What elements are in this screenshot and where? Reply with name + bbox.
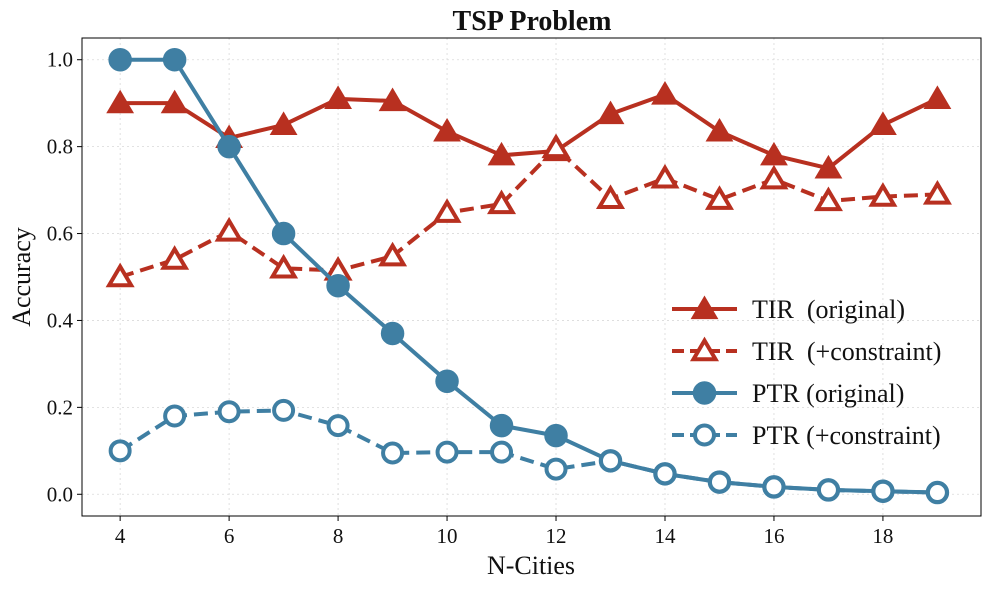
- y-tick-label: 0.2: [47, 395, 73, 419]
- series-line-tir-constraint: [119, 145, 938, 279]
- data-point-ptr-constraint: [871, 479, 895, 503]
- legend-label: TIR (original): [752, 295, 905, 324]
- data-point-ptr-constraint: [326, 414, 350, 438]
- data-point-tir-original: [324, 85, 352, 109]
- data-point-ptr-original: [489, 413, 514, 438]
- data-point-tir-constraint: [868, 182, 898, 207]
- data-point-tir-constraint: [759, 164, 789, 190]
- data-point-tir-original: [705, 117, 734, 142]
- data-point-tir-original: [923, 85, 952, 109]
- data-point-ptr-constraint: [217, 400, 241, 424]
- data-point-ptr-constraint: [490, 440, 514, 464]
- data-point-ptr-constraint: [925, 481, 949, 505]
- data-point-tir-constraint: [432, 198, 462, 223]
- series-tir-constraint: [105, 133, 952, 288]
- legend-label: TIR (+constraint): [752, 337, 941, 366]
- x-tick-label: 4: [115, 524, 126, 548]
- data-point-ptr-constraint: [707, 470, 731, 494]
- data-point-tir-constraint: [650, 163, 680, 189]
- data-point-ptr-original: [544, 423, 568, 448]
- data-point-ptr-constraint: [108, 439, 132, 463]
- x-tick-label: 16: [763, 524, 784, 548]
- x-tick-label: 8: [333, 524, 344, 548]
- data-point-tir-constraint: [105, 262, 135, 288]
- data-point-tir-original: [106, 89, 135, 114]
- data-point-ptr-original: [435, 369, 459, 394]
- data-point-ptr-original: [271, 221, 296, 246]
- data-point-ptr-constraint: [435, 440, 459, 464]
- data-point-tir-constraint: [269, 253, 299, 279]
- legend-marker: [692, 381, 717, 405]
- data-point-tir-original: [760, 141, 788, 166]
- data-point-ptr-original: [108, 47, 132, 72]
- data-point-ptr-constraint: [599, 449, 623, 473]
- y-tick-label: 0.6: [47, 222, 73, 246]
- series-layer: [105, 47, 952, 505]
- data-point-tir-constraint: [541, 133, 571, 159]
- data-point-ptr-constraint: [653, 462, 677, 486]
- chart-title: TSP Problem: [453, 6, 612, 37]
- data-point-tir-original: [378, 87, 407, 112]
- x-tick-label: 6: [224, 524, 235, 548]
- legend-label: PTR (+constraint): [752, 421, 941, 450]
- series-line-tir-original: [120, 92, 939, 171]
- x-tick-label: 12: [546, 524, 567, 548]
- data-point-tir-constraint: [214, 216, 244, 242]
- x-tick-label: 10: [437, 524, 458, 548]
- data-point-tir-constraint: [704, 185, 734, 210]
- data-point-ptr-constraint: [381, 441, 405, 465]
- data-point-ptr-original: [162, 47, 187, 72]
- data-point-tir-constraint: [487, 189, 517, 215]
- legend-label: PTR (original): [752, 379, 904, 408]
- data-point-tir-original: [814, 154, 843, 179]
- legend-marker: [693, 423, 716, 447]
- legend-entry-tir-original: TIR (original): [672, 295, 905, 324]
- data-point-tir-original: [160, 89, 189, 114]
- legend-entry-ptr-original: PTR (original): [672, 379, 904, 408]
- data-point-tir-constraint: [160, 245, 190, 270]
- y-tick-label: 1.0: [47, 48, 73, 72]
- data-point-ptr-constraint: [762, 475, 786, 499]
- legend: TIR (original) TIR (+constraint) PTR (orig…: [672, 295, 941, 450]
- data-point-ptr-constraint: [272, 398, 296, 422]
- y-axis-label: Accuracy: [7, 227, 36, 327]
- x-tick-label: 14: [654, 524, 676, 548]
- data-point-ptr-constraint: [816, 478, 840, 502]
- data-point-tir-original: [487, 141, 516, 166]
- data-point-tir-original: [869, 111, 897, 136]
- data-point-tir-original: [269, 111, 298, 136]
- data-point-tir-constraint: [595, 184, 626, 209]
- data-point-ptr-original: [326, 273, 350, 298]
- data-point-tir-original: [433, 117, 461, 142]
- x-axis-label: N-Cities: [487, 551, 575, 580]
- plot-frame: [81, 37, 982, 517]
- data-point-tir-constraint: [922, 179, 952, 205]
- series-line-ptr-constraint: [119, 408, 938, 495]
- data-point-ptr-constraint: [544, 457, 568, 481]
- data-point-ptr-original: [217, 134, 241, 159]
- y-tick-label: 0.0: [47, 482, 73, 506]
- axis-ticks: 4 6 8 10 12 14 16 18 0.0 0.2 0.4 0.6 0.8 1.0: [47, 48, 894, 548]
- data-point-tir-constraint: [813, 186, 843, 212]
- legend-entry-ptr-constraint: PTR (+constraint): [672, 421, 941, 450]
- y-tick-label: 0.8: [47, 135, 73, 159]
- series-tir-original: [106, 81, 952, 179]
- data-point-tir-original: [596, 100, 625, 125]
- data-point-ptr-original: [380, 321, 405, 346]
- legend-entry-tir-constraint: TIR (+constraint): [672, 336, 941, 366]
- data-point-ptr-constraint: [163, 404, 187, 428]
- series-ptr-constraint: [108, 398, 949, 505]
- y-tick-label: 0.4: [47, 308, 74, 332]
- legend-marker: [689, 336, 720, 362]
- data-point-tir-constraint: [378, 241, 408, 267]
- legend-marker: [690, 295, 719, 320]
- data-point-tir-original: [651, 81, 679, 105]
- x-tick-label: 18: [872, 524, 893, 548]
